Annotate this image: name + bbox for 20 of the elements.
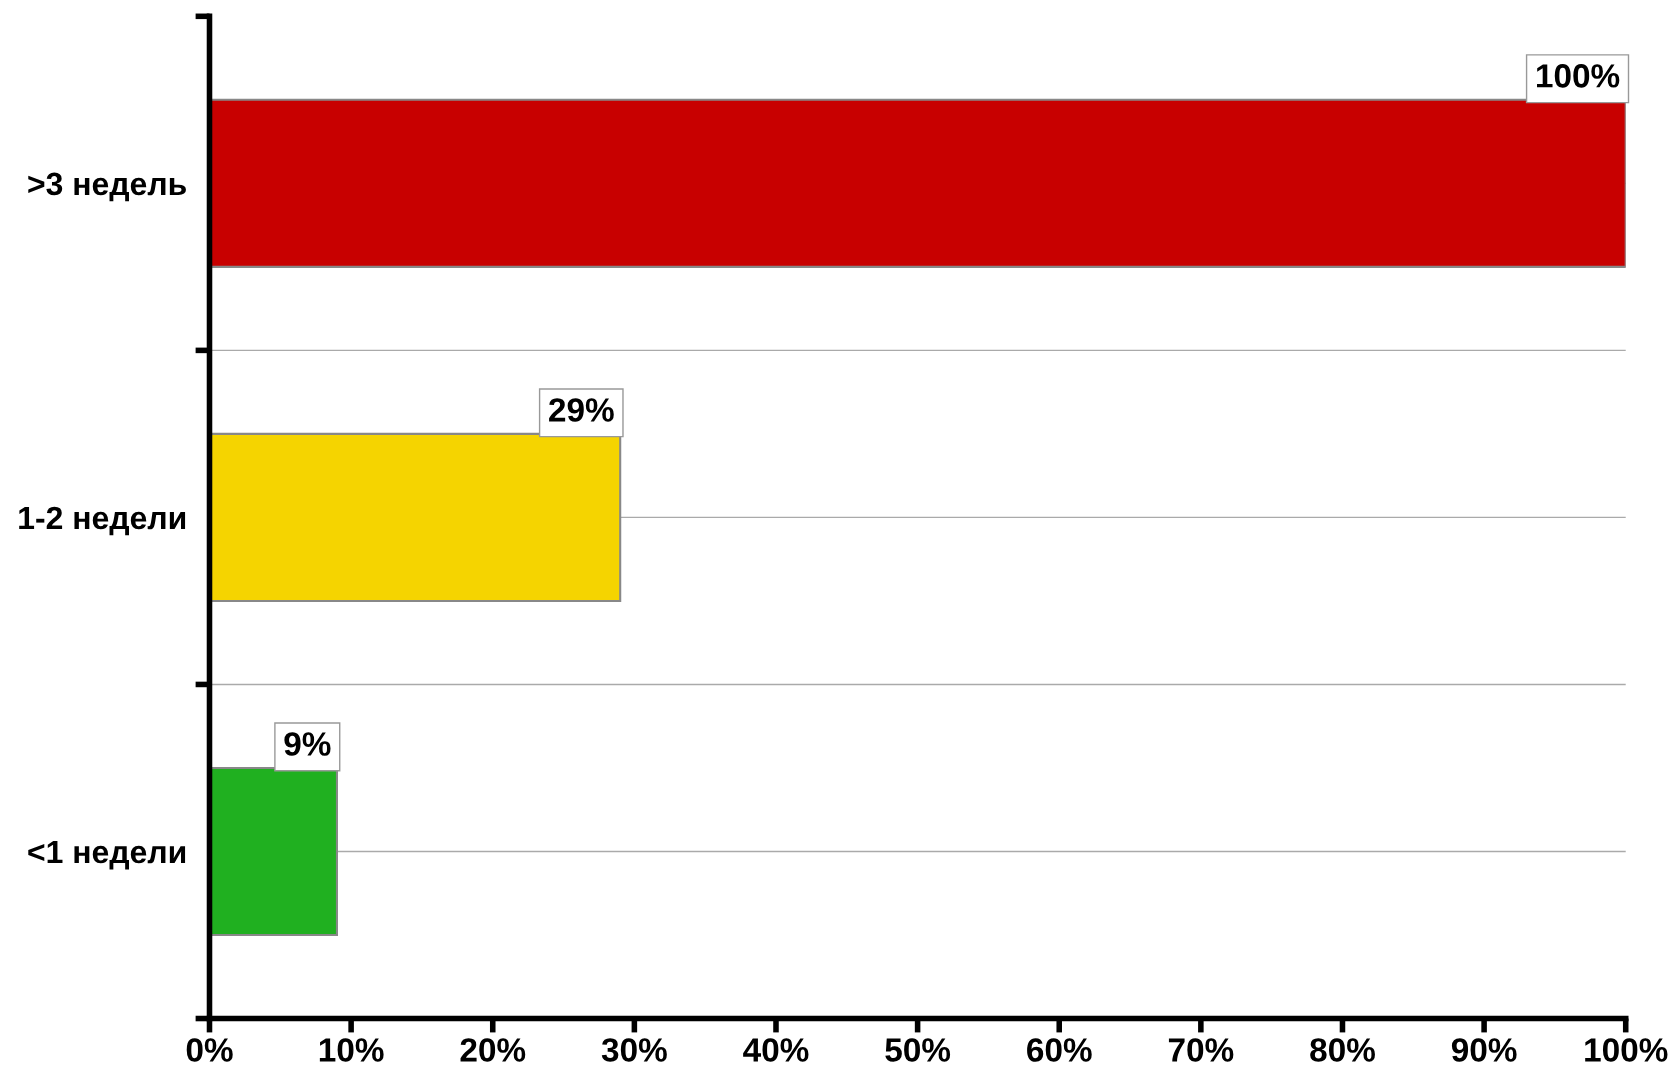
- x-tick-label: 50%: [885, 1038, 951, 1062]
- x-tick-label: 70%: [1168, 1038, 1234, 1062]
- y-tick-label: <1 недели: [28, 841, 186, 870]
- bar: [209, 766, 338, 937]
- x-tick-label: 0%: [186, 1038, 233, 1062]
- x-tick-label: 90%: [1451, 1038, 1517, 1062]
- y-tick-label: >3 недель: [28, 172, 186, 202]
- y-tick-label: 1-2 недели: [19, 506, 186, 536]
- x-tick-label: 40%: [743, 1038, 809, 1062]
- x-tick-label: 100%: [1585, 1038, 1668, 1062]
- x-tick-label: 80%: [1310, 1038, 1375, 1062]
- x-tick-label: 20%: [460, 1038, 526, 1062]
- x-tick-label: 60%: [1027, 1038, 1092, 1062]
- data-label: 100%: [1537, 64, 1620, 88]
- x-tick-label: 10%: [319, 1038, 384, 1062]
- data-label: 9%: [284, 732, 331, 756]
- x-tick-label: 30%: [601, 1038, 667, 1062]
- data-label: 29%: [549, 398, 614, 422]
- bar: [209, 432, 622, 602]
- bar: [209, 98, 1626, 268]
